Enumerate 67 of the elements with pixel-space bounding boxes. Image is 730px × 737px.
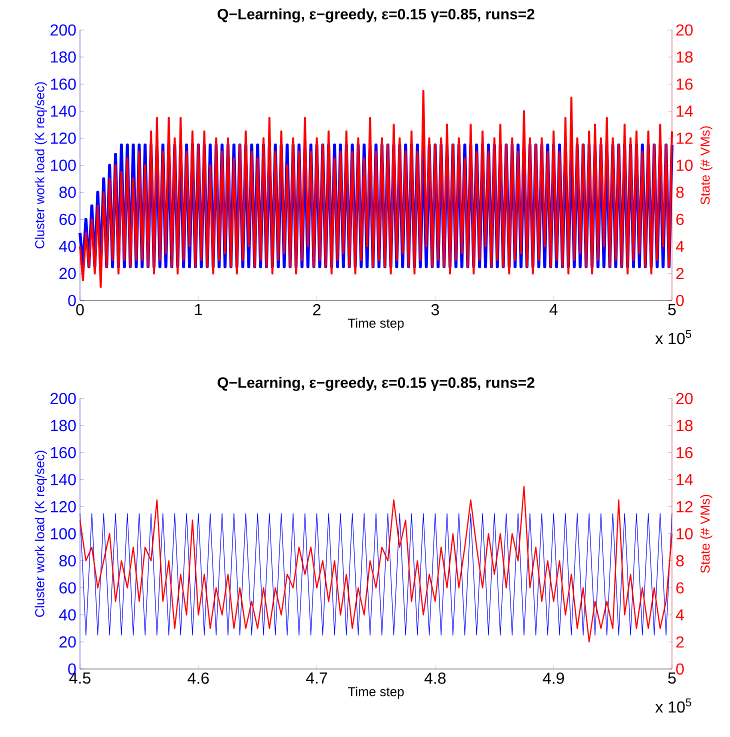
- y-tick-label: 140: [50, 105, 76, 117]
- y-tick-label: 120: [50, 132, 76, 144]
- y-tick-label: 40: [59, 609, 76, 621]
- y2-tick-label: 20: [676, 392, 693, 404]
- y2-tick-label: 0: [676, 663, 684, 675]
- y2-tick-label: 10: [676, 528, 693, 540]
- y2-tick-label: 2: [676, 268, 684, 280]
- y-axis-title: Cluster work load (K req/sec): [34, 450, 47, 617]
- y-tick-label: 40: [59, 240, 76, 252]
- y2-tick-label: 16: [676, 446, 693, 458]
- y-tick-label: 80: [59, 555, 76, 566]
- y2-tick-label: 0: [676, 294, 684, 306]
- y2-tick-label: 10: [676, 160, 693, 171]
- x-tick-label: 4.7: [306, 672, 328, 684]
- y-tick-label: 200: [50, 392, 76, 404]
- y-tick-label: 60: [59, 582, 76, 594]
- y-tick-label: 0: [68, 663, 76, 675]
- x-tick-label: 2: [313, 304, 320, 316]
- y2-tick-label: 18: [676, 420, 693, 432]
- y2-tick-label: 16: [676, 78, 693, 90]
- y2-tick-label: 20: [676, 24, 693, 36]
- y-tick-label: 140: [50, 474, 76, 486]
- x-tick-label: 4: [550, 304, 558, 316]
- y-tick-label: 100: [50, 528, 76, 540]
- y2-tick-label: 14: [676, 474, 693, 486]
- x-tick-label: 4.6: [188, 672, 209, 684]
- x-axis-title: Time step: [348, 318, 404, 330]
- y2-tick-label: 8: [676, 555, 684, 566]
- x-tick-label: 5: [668, 672, 676, 684]
- y2-tick-label: 18: [676, 51, 693, 63]
- text: x 10$^{5}$: [655, 330, 692, 344]
- line-series: [79, 90, 673, 288]
- x-tick-label: 5: [668, 304, 676, 316]
- y2-tick-label: 6: [676, 214, 684, 226]
- y-axis-title: Cluster work load (K req/sec): [34, 82, 47, 248]
- y-tick-label: 20: [59, 636, 76, 648]
- y2-tick-label: 2: [676, 636, 684, 648]
- y2-tick-label: 14: [676, 106, 693, 117]
- y2-axis-title: State (# VMs): [700, 494, 712, 573]
- y-tick-label: 60: [59, 214, 76, 226]
- y2-tick-label: 12: [676, 132, 693, 144]
- x-tick-label: 4.9: [542, 672, 564, 684]
- y2-tick-label: 4: [676, 609, 684, 620]
- y2-tick-label: 8: [676, 186, 684, 198]
- x-tick-label: 0: [76, 304, 84, 316]
- text: x 10$^{5}$: [655, 698, 692, 713]
- chart-title: Q−Learning, ε−greedy, ε=0.15 γ=0.85, runs=2: [218, 8, 534, 22]
- y2-tick-label: 12: [676, 501, 693, 512]
- y2-tick-label: 6: [676, 582, 684, 594]
- y-tick-label: 20: [59, 268, 76, 280]
- y2-axis-title: State (# VMs): [700, 126, 712, 204]
- y2-tick-label: 4: [676, 240, 684, 252]
- y-tick-label: 100: [50, 160, 76, 171]
- y-tick-label: 80: [59, 186, 76, 198]
- y-tick-label: 120: [50, 501, 76, 512]
- x-tick-label: 3: [431, 304, 439, 316]
- y-tick-label: 180: [50, 51, 76, 63]
- y-tick-label: 180: [50, 420, 76, 432]
- x-tick-label: 4.5: [69, 672, 90, 684]
- chart-title: Q−Learning, ε−greedy, ε=0.15 γ=0.85, runs=2: [218, 376, 534, 391]
- y-tick-label: 200: [50, 24, 76, 36]
- x-tick-label: 1: [195, 304, 202, 316]
- x-tick-label: 4.8: [424, 672, 446, 684]
- y-tick-label: 160: [50, 446, 76, 458]
- y-tick-label: 160: [50, 78, 76, 90]
- y-tick-label: 0: [68, 294, 76, 306]
- x-axis-title: Time step: [348, 686, 404, 699]
